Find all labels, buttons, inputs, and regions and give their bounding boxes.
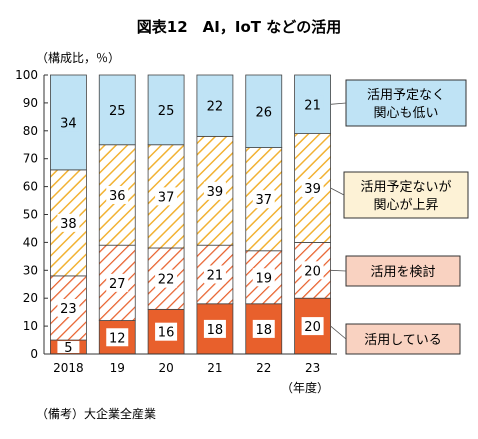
x-tick-label: 2018	[53, 361, 84, 375]
data-label: 36	[109, 189, 126, 204]
legend-label: 活用している	[364, 333, 442, 348]
data-label: 27	[109, 277, 126, 292]
data-label: 19	[255, 271, 272, 286]
bar-segment	[245, 147, 283, 252]
x-axis-unit-label: （年度）	[281, 380, 329, 395]
legend-box	[343, 171, 469, 219]
x-axis: 2018 19 20 21 22 23	[44, 353, 337, 375]
data-label: 26	[255, 105, 272, 120]
data-label-box	[106, 328, 129, 347]
data-label-box	[301, 178, 324, 197]
data-label: 37	[255, 193, 272, 208]
data-label: 34	[60, 116, 77, 131]
y-tick-label: 10	[23, 319, 38, 333]
y-tick-label: 50	[23, 208, 38, 222]
legend-label: 関心が上昇	[373, 198, 438, 213]
data-label-box	[203, 265, 226, 284]
data-label: 37	[158, 190, 175, 205]
data-label-box	[301, 317, 324, 336]
data-label: 20	[304, 264, 321, 279]
y-tick-label: 90	[23, 96, 38, 110]
data-label: 39	[304, 182, 321, 197]
data-label-box	[252, 268, 275, 287]
data-label-box	[203, 181, 226, 200]
data-label-box	[57, 298, 80, 317]
data-label-box	[106, 273, 129, 292]
x-tick-label: 22	[256, 361, 271, 375]
legend-box	[345, 255, 461, 287]
legend-connector	[330, 102, 347, 105]
x-tick-label: 23	[305, 361, 320, 375]
data-label: 16	[158, 326, 175, 341]
data-label-box	[57, 113, 80, 132]
data-label-box	[252, 102, 275, 121]
y-axis: 0 10 20 30 40 50 60 70 80 90 100	[15, 68, 48, 361]
data-label: 5	[64, 341, 72, 356]
legend-label: 関心も低い	[373, 106, 438, 121]
legend-box	[345, 79, 467, 127]
data-label: 22	[207, 100, 224, 115]
data-label-box	[155, 100, 178, 119]
data-label-box	[301, 261, 324, 280]
y-tick-label: 70	[23, 152, 38, 166]
data-label: 18	[207, 323, 224, 338]
legend-connector	[330, 187, 345, 196]
y-tick-label: 40	[23, 235, 38, 249]
data-label: 23	[60, 302, 77, 317]
data-label-box	[252, 190, 275, 209]
data-label: 25	[158, 104, 175, 119]
x-tick-label: 21	[207, 361, 222, 375]
data-label-box	[155, 187, 178, 206]
data-label: 21	[304, 98, 321, 113]
x-tick-label: 20	[158, 361, 173, 375]
chart-title: 図表12 AI，IoT などの活用	[137, 18, 341, 36]
y-tick-label: 30	[23, 263, 38, 277]
data-label-box	[106, 100, 129, 119]
data-label-box	[301, 95, 324, 114]
data-label: 21	[207, 268, 224, 283]
y-tick-label: 80	[23, 124, 38, 138]
data-label-box	[155, 322, 178, 341]
data-label: 38	[60, 217, 77, 232]
data-label: 22	[158, 273, 175, 288]
legend-box	[345, 323, 461, 355]
data-label-box	[57, 213, 80, 232]
legend-label: 活用予定ないが	[360, 180, 451, 195]
data-label: 12	[109, 331, 126, 346]
legend-label: 活用予定なく	[367, 88, 445, 103]
y-tick-label: 0	[30, 347, 38, 361]
y-tick-label: 100	[15, 68, 38, 82]
data-label-box	[57, 341, 80, 354]
y-axis-label: （構成比，％）	[36, 51, 120, 65]
legend-label: 活用を検討	[370, 264, 435, 280]
data-label-box	[252, 319, 275, 338]
data-label-box	[203, 319, 226, 338]
legend-connector	[330, 325, 347, 340]
x-tick-label: 19	[110, 361, 125, 375]
data-label-box	[203, 96, 226, 115]
data-label-box	[106, 185, 129, 204]
data-label: 39	[207, 185, 224, 200]
y-tick-label: 60	[23, 180, 38, 194]
y-tick-label: 20	[23, 291, 38, 305]
data-label-box	[155, 269, 178, 288]
bars: 5 23 38 34 12 27 36 25 16 22 37 25 18 21 39 22 18 19 37 26 2…	[50, 74, 331, 356]
data-label: 25	[109, 104, 126, 119]
data-label: 18	[255, 323, 272, 338]
legend-connector	[330, 269, 347, 272]
source-note: （備考）大企業全産業	[36, 406, 156, 421]
data-label: 20	[304, 320, 321, 335]
